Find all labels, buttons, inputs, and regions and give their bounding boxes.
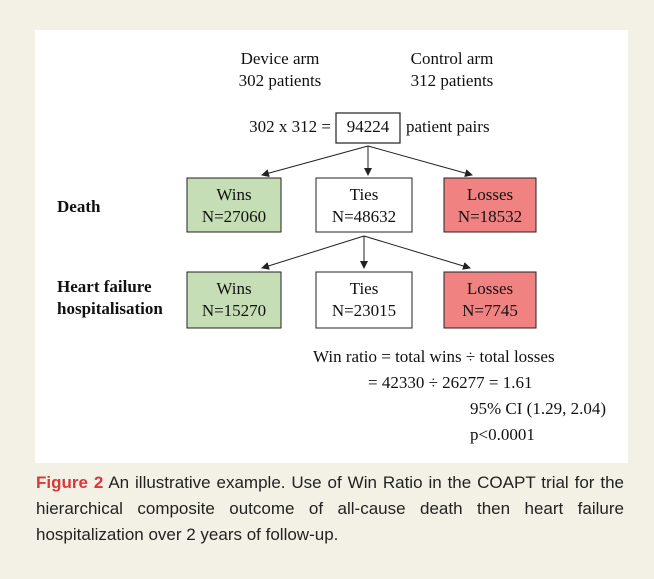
box-label: Wins bbox=[216, 279, 251, 298]
arrows bbox=[261, 145, 473, 270]
box-count: N=27060 bbox=[202, 207, 266, 226]
box-label: Wins bbox=[216, 185, 251, 204]
arm-name: Device arm bbox=[241, 49, 320, 68]
arm-patients: 302 patients bbox=[239, 71, 322, 90]
pairs-box bbox=[335, 112, 401, 144]
box-count: N=23015 bbox=[332, 301, 396, 320]
losses-box bbox=[443, 177, 537, 233]
box-label: Losses bbox=[467, 279, 513, 298]
formula-line: Win ratio = total wins ÷ total losses bbox=[313, 347, 555, 366]
box-count: N=15270 bbox=[202, 301, 266, 320]
box-label: Losses bbox=[467, 185, 513, 204]
pairs-equation: 302 x 312 = bbox=[249, 117, 331, 136]
formula-line: = 42330 ÷ 26277 = 1.61 bbox=[368, 373, 533, 392]
arm-name: Control arm bbox=[411, 49, 494, 68]
level-label: Death bbox=[57, 197, 101, 216]
figure: Device arm 302 patients Control arm 312 … bbox=[35, 30, 628, 463]
caption-label: Figure 2 bbox=[36, 473, 104, 492]
box-label: Ties bbox=[350, 185, 379, 204]
losses-box bbox=[443, 271, 537, 329]
caption: Figure 2 An illustrative example. Use of… bbox=[36, 470, 624, 548]
wins-box bbox=[186, 271, 282, 329]
box-count: N=7745 bbox=[462, 301, 518, 320]
level-label: hospitalisation bbox=[57, 299, 163, 318]
wins-box bbox=[186, 177, 282, 233]
ties-box bbox=[315, 177, 413, 233]
box-count: N=18532 bbox=[458, 207, 522, 226]
arm-patients: 312 patients bbox=[411, 71, 494, 90]
ties-box bbox=[315, 271, 413, 329]
box-label: Ties bbox=[350, 279, 379, 298]
caption-text: An illustrative example. Use of Win Rati… bbox=[36, 473, 624, 544]
box-count: N=48632 bbox=[332, 207, 396, 226]
level-label: Heart failure bbox=[57, 277, 152, 296]
pairs-unit: patient pairs bbox=[406, 117, 490, 136]
formula-line: p<0.0001 bbox=[470, 425, 535, 444]
formula-line: 95% CI (1.29, 2.04) bbox=[470, 399, 606, 418]
pairs-total: 94224 bbox=[347, 117, 390, 136]
